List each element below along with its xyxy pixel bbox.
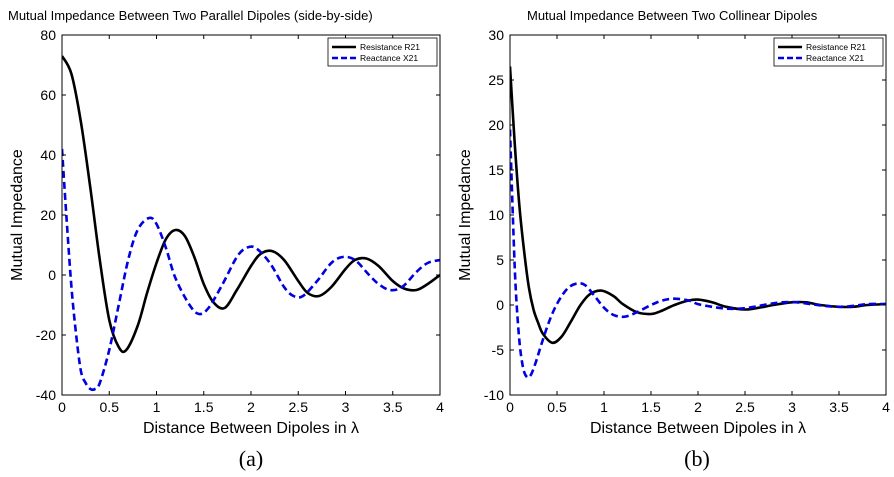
chart-title: Mutual Impedance Between Two Collinear D… [527, 8, 818, 23]
plot-frame [61, 34, 441, 396]
legend-label: Reactance X21 [360, 53, 418, 63]
y-tick-label: 5 [496, 252, 504, 268]
x-tick-label: 2.5 [735, 399, 755, 415]
x-tick-label: 0.5 [547, 399, 567, 415]
series-line-resistance [62, 55, 440, 354]
panel-caption: (b) [684, 446, 710, 471]
x-tick-label: 1.5 [641, 399, 661, 415]
y-tick-label: 30 [488, 27, 504, 43]
legend-label: Resistance R21 [806, 42, 866, 52]
y-tick-label: 25 [488, 72, 504, 88]
legend-box [327, 37, 438, 67]
y-tick-label: 60 [40, 87, 56, 103]
x-tick-label: 3.5 [383, 399, 403, 415]
plot-frame [509, 34, 887, 396]
y-tick-label: 0 [48, 267, 56, 283]
legend-label: Resistance R21 [360, 42, 420, 52]
x-tick-label: 0 [506, 399, 514, 415]
x-tick-label: 1.5 [194, 399, 214, 415]
x-tick-label: 4 [882, 399, 890, 415]
y-tick-label: -40 [36, 387, 56, 403]
y-tick-label: 0 [496, 297, 504, 313]
y-tick-label: 10 [488, 207, 504, 223]
series-line-resistance [510, 66, 886, 345]
x-tick-label: 3 [788, 399, 796, 415]
series-line-reactance [62, 148, 440, 392]
legend-box [773, 37, 884, 67]
x-tick-label: 1 [153, 399, 161, 415]
x-tick-label: 2 [247, 399, 255, 415]
y-tick-label: 20 [40, 207, 56, 223]
x-tick-label: 0.5 [100, 399, 120, 415]
y-tick-label: 20 [488, 117, 504, 133]
x-axis-label: Distance Between Dipoles in λ [143, 420, 359, 437]
y-tick-label: -10 [484, 387, 504, 403]
x-tick-label: 3 [342, 399, 350, 415]
x-tick-label: 1 [600, 399, 608, 415]
y-tick-label: 40 [40, 147, 56, 163]
x-tick-label: 2 [694, 399, 702, 415]
x-tick-label: 0 [58, 399, 66, 415]
y-axis-label: Mutual Impedance [9, 149, 26, 281]
panel-caption: (a) [239, 446, 263, 471]
series-line-reactance [510, 129, 886, 379]
y-tick-label: -20 [36, 327, 56, 343]
x-tick-label: 4 [436, 399, 444, 415]
y-tick-label: -5 [492, 342, 505, 358]
legend-label: Reactance X21 [806, 53, 864, 63]
chart-a: Mutual Impedance Between Two Parallel Di… [8, 8, 444, 471]
chart-title: Mutual Impedance Between Two Parallel Di… [8, 8, 373, 23]
y-tick-label: 80 [40, 27, 56, 43]
x-tick-label: 2.5 [289, 399, 309, 415]
y-axis-label: Mutual Impedance [457, 149, 474, 281]
y-tick-label: 15 [488, 162, 504, 178]
x-tick-label: 3.5 [829, 399, 849, 415]
x-axis-label: Distance Between Dipoles in λ [590, 420, 806, 437]
chart-b: Mutual Impedance Between Two Collinear D… [457, 8, 890, 471]
